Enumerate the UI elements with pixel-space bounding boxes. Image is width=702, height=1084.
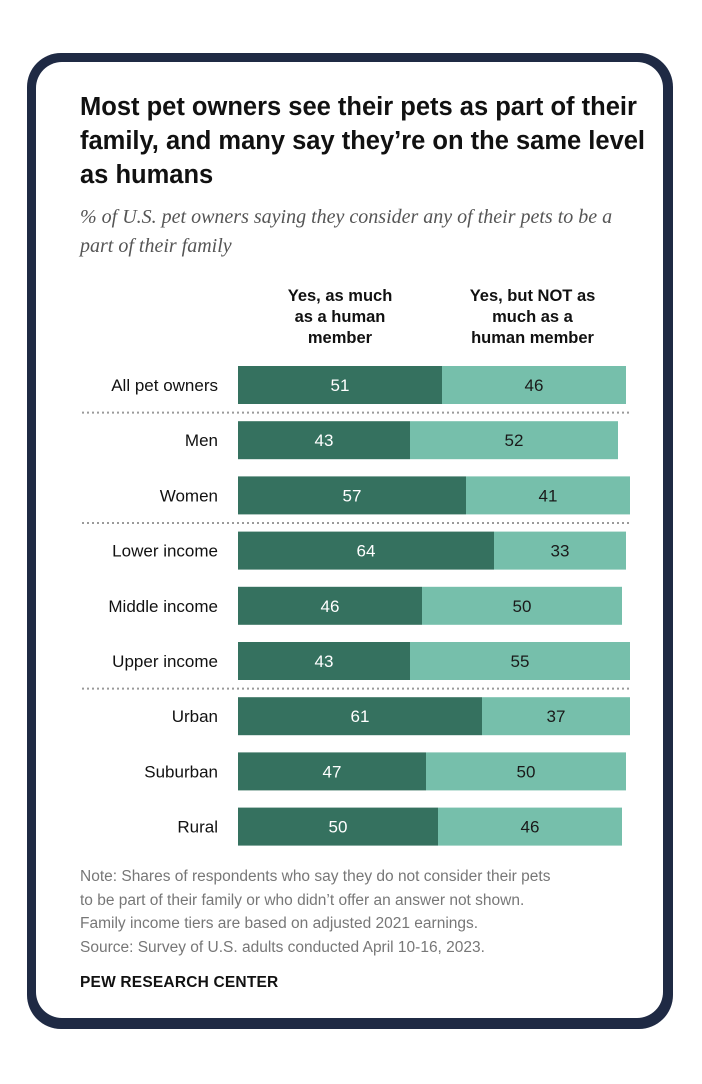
data-label-series-1-upper-income: 43 — [315, 652, 334, 671]
data-label-series-2-suburban: 50 — [517, 762, 536, 781]
footnote: Note: Shares of respondents who say they… — [80, 868, 551, 956]
data-label-series-2-women: 41 — [539, 486, 558, 505]
data-label-series-2-upper-income: 55 — [511, 652, 530, 671]
category-label-urban: Urban — [172, 707, 218, 726]
bar-series-1-lower-income — [238, 531, 494, 570]
data-label-series-2-all-pet-owners: 46 — [525, 376, 544, 395]
category-label-upper-income: Upper income — [112, 652, 218, 671]
bar-series-1-upper-income — [238, 642, 410, 680]
bar-series-1-urban — [238, 697, 482, 736]
bar-series-2-urban — [482, 697, 630, 736]
data-label-series-1-middle-income: 46 — [321, 597, 340, 616]
bar-series-1-suburban — [238, 752, 426, 791]
bar-series-2-lower-income — [494, 531, 626, 570]
legend-series-1: Yes, as much as a human member — [287, 287, 393, 347]
category-label-men: Men — [185, 431, 218, 450]
data-label-series-1-men: 43 — [315, 431, 334, 450]
legend-series-2: Yes, but NOT as much as a human member — [469, 287, 596, 347]
bar-series-2-women — [466, 476, 630, 515]
bar-series-1-middle-income — [238, 586, 422, 625]
bar-series-2-upper-income — [410, 642, 630, 680]
bar-series-1-all-pet-owners — [238, 366, 442, 404]
data-label-series-1-rural: 50 — [329, 818, 348, 837]
bar-series-2-rural — [438, 807, 622, 846]
data-label-series-1-all-pet-owners: 51 — [331, 376, 350, 395]
category-label-lower-income: Lower income — [112, 542, 218, 561]
data-label-series-2-rural: 46 — [521, 818, 540, 837]
chart-title: Most pet owners see their pets as part o… — [80, 93, 646, 189]
data-label-series-2-middle-income: 50 — [513, 597, 532, 616]
data-label-series-1-lower-income: 64 — [357, 542, 376, 561]
bar-series-2-suburban — [426, 752, 626, 791]
category-label-middle-income: Middle income — [108, 597, 218, 616]
category-label-suburban: Suburban — [144, 762, 218, 781]
bar-series-2-all-pet-owners — [442, 366, 626, 404]
category-label-women: Women — [160, 486, 218, 505]
category-label-all-pet-owners: All pet owners — [111, 376, 218, 395]
chart-subtitle: % of U.S. pet owners saying they conside… — [80, 206, 613, 257]
data-label-series-2-men: 52 — [505, 431, 524, 450]
data-label-series-1-suburban: 47 — [323, 762, 342, 781]
source-brand: PEW RESEARCH CENTER — [80, 974, 279, 991]
data-label-series-2-urban: 37 — [547, 707, 566, 726]
data-label-series-1-women: 57 — [343, 486, 362, 505]
data-label-series-2-lower-income: 33 — [551, 542, 570, 561]
category-label-rural: Rural — [177, 818, 218, 837]
bar-series-2-middle-income — [422, 586, 622, 625]
bar-series-1-men — [238, 421, 410, 460]
bar-series-1-rural — [238, 807, 438, 846]
bar-series-2-men — [410, 421, 618, 460]
data-label-series-1-urban: 61 — [351, 707, 370, 726]
bar-series-1-women — [238, 476, 466, 515]
